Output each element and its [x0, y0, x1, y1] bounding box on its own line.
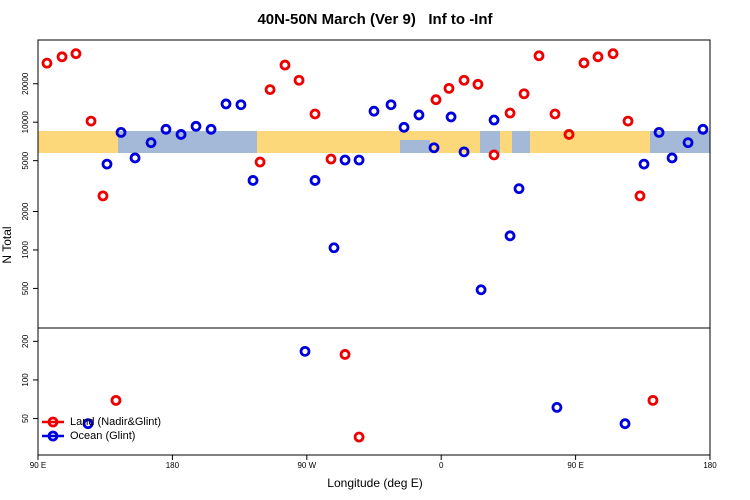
point [220, 98, 232, 110]
point [513, 183, 525, 195]
point [353, 154, 365, 166]
point [325, 153, 337, 165]
point [97, 190, 109, 202]
point [458, 146, 470, 158]
point [115, 127, 127, 138]
point [551, 401, 563, 413]
x-axis-label: Longitude (deg E) [327, 476, 422, 490]
y-tick-label: 200 [21, 334, 30, 348]
point [504, 230, 516, 242]
y-tick-label: 50 [21, 414, 30, 423]
point [82, 418, 94, 430]
point [247, 175, 259, 186]
point [56, 51, 68, 63]
x-tick-label: 90 W [297, 461, 316, 470]
point [110, 394, 122, 406]
legend-label: Land (Nadir&Glint) [70, 416, 161, 428]
point [445, 111, 457, 123]
point [518, 88, 530, 100]
legend-marker [47, 430, 59, 442]
point [638, 158, 650, 170]
y-axis-label: N Total [0, 226, 14, 263]
point [235, 99, 247, 111]
point [622, 115, 634, 127]
point [41, 57, 53, 69]
y-tick-label: 500 [21, 281, 30, 295]
point [619, 418, 631, 430]
y-tick-label: 1000 [21, 241, 30, 259]
x-tick-label: 180 [166, 461, 180, 470]
point [279, 59, 291, 71]
point [398, 121, 410, 133]
point [309, 175, 321, 186]
point [328, 242, 340, 254]
point [413, 109, 425, 121]
point [129, 152, 141, 164]
y-tick-label: 5000 [21, 151, 30, 169]
point [254, 156, 266, 168]
point [430, 94, 442, 106]
x-tick-label: 90 E [30, 461, 46, 470]
point [190, 120, 202, 132]
top-frame [37, 39, 711, 329]
point [549, 108, 561, 120]
x-tick-label: 180 [703, 461, 717, 470]
legend-label: Ocean (Glint) [70, 430, 135, 442]
point [264, 84, 276, 95]
point [563, 129, 575, 140]
y-tick-label: 20000 [21, 72, 30, 95]
map-strip [38, 131, 710, 153]
point [666, 152, 678, 164]
point [339, 349, 351, 360]
point [443, 82, 455, 94]
point [488, 149, 500, 161]
point [309, 108, 321, 120]
point [647, 394, 659, 406]
x-tick-label: 0 [439, 461, 444, 470]
point [634, 190, 646, 202]
point [85, 115, 97, 127]
point [339, 154, 351, 166]
point [293, 74, 305, 86]
point [472, 78, 484, 90]
point [145, 137, 157, 149]
point [428, 142, 440, 154]
point [592, 51, 604, 63]
point [533, 50, 545, 62]
point [101, 158, 113, 170]
point [385, 99, 397, 111]
point [475, 284, 487, 296]
x-tick-label: 90 E [567, 461, 583, 470]
legend-marker [47, 416, 59, 428]
point [205, 123, 217, 135]
point [697, 123, 709, 135]
y-tick-label: 2000 [21, 202, 30, 220]
point [682, 137, 694, 149]
point [368, 105, 380, 117]
point [504, 107, 516, 119]
point [353, 431, 365, 443]
point [299, 345, 311, 357]
y-tick-label: 100 [21, 373, 30, 387]
point [488, 114, 500, 126]
y-tick-label: 10000 [21, 111, 30, 134]
point [175, 129, 187, 140]
point [70, 48, 82, 60]
point [578, 57, 590, 69]
bottom-frame [37, 327, 711, 456]
chart-title: 40N-50N March (Ver 9) Inf to -Inf [257, 11, 493, 28]
point [458, 74, 470, 86]
point [607, 48, 619, 60]
point [160, 123, 172, 135]
point [653, 127, 665, 138]
